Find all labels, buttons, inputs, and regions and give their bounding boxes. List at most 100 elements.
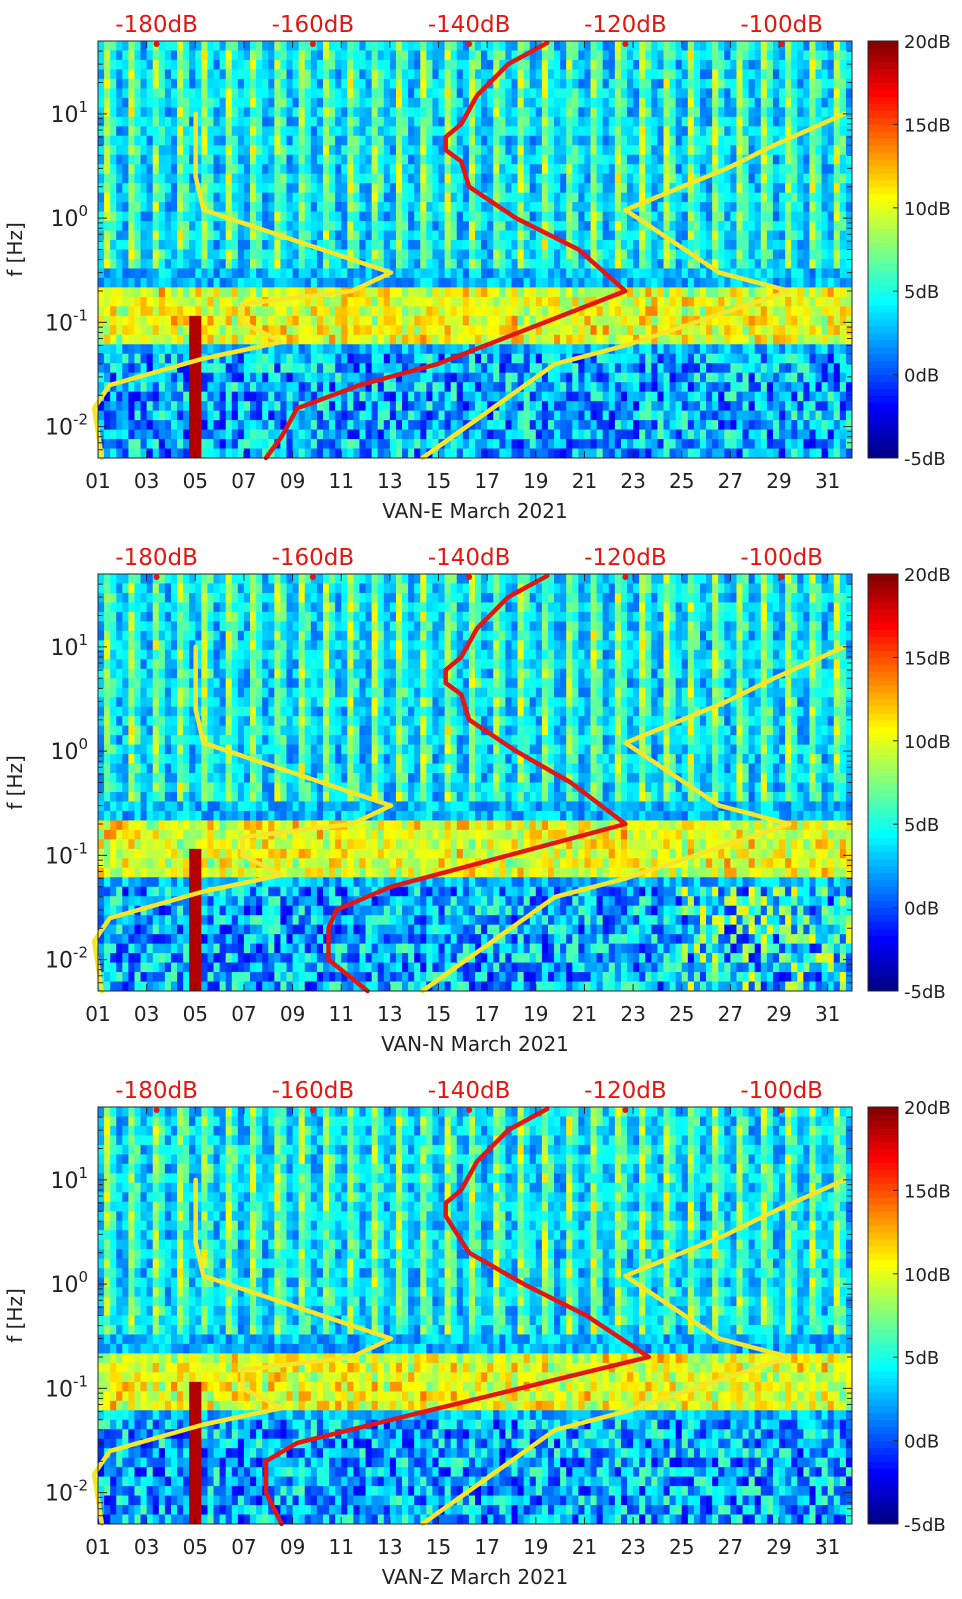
db-tick-mark	[309, 574, 316, 580]
db-tick-label: -120dB	[584, 545, 667, 571]
yellow-curve-2	[420, 111, 847, 461]
y-tick-label: 10-2	[45, 944, 88, 974]
colorbar-tick-label: 15dB	[904, 1181, 951, 1202]
x-tick-label: 13	[377, 1535, 402, 1559]
db-tick-label: -140dB	[428, 1078, 511, 1104]
yellow-curve-2	[420, 1177, 847, 1527]
colorbar-tick-label: 20dB	[904, 1098, 951, 1119]
x-tick-label: 29	[766, 469, 791, 493]
x-tick-label: 31	[815, 1002, 840, 1026]
x-tick-label: 07	[231, 1002, 256, 1026]
x-tick-label: 13	[377, 1002, 402, 1026]
db-tick-label: -160dB	[272, 545, 355, 571]
red-curve-0	[263, 1106, 652, 1527]
x-tick-label: 21	[572, 1535, 597, 1559]
x-tick-label: 13	[377, 469, 402, 493]
db-tick-label: -180dB	[115, 545, 198, 571]
x-tick-label: 17	[474, 469, 499, 493]
x-tick-label: 01	[85, 1535, 110, 1559]
db-tick-label: -120dB	[584, 1078, 667, 1104]
colorbar: 20dB 15dB 10dB 5dB 0dB -5dB	[867, 1098, 951, 1536]
x-tick-label: 17	[474, 1535, 499, 1559]
db-tick-mark	[622, 1107, 629, 1113]
x-axis: 01 03 05 07 09 11 13 15 17 19 21 23 25 27 29 31	[85, 574, 840, 1026]
y-axis: 10-2 10-1 100 101	[45, 1106, 852, 1525]
db-tick-label: -100dB	[740, 12, 823, 38]
colorbar-tick-label: 10dB	[904, 1265, 951, 1286]
db-tick-label: -160dB	[272, 1078, 355, 1104]
x-tick-label: 03	[134, 1535, 159, 1559]
x-axis-label: VAN-N March 2021	[381, 1032, 569, 1056]
spectrogram-panel-van-n: 01 03 05 07 09 11 13 15 17 19 21 23 25 27 29 31 VAN-N Ma…	[0, 533, 962, 1058]
colorbar-tick-label: 20dB	[904, 565, 951, 586]
db-tick-mark	[466, 574, 473, 580]
x-tick-label: 03	[134, 1002, 159, 1026]
y-axis: 10-2 10-1 100 101	[45, 573, 852, 992]
x-tick-label: 15	[426, 1002, 451, 1026]
yellow-curve-1	[91, 1177, 394, 1527]
y-tick-label: 10-1	[45, 1372, 88, 1402]
y-tick-label: 100	[50, 735, 88, 765]
y-tick-label: 100	[50, 1268, 88, 1298]
x-axis-label: VAN-Z March 2021	[382, 1565, 569, 1589]
y-axis-label: f [Hz]	[3, 755, 27, 810]
x-tick-label: 23	[620, 1535, 645, 1559]
yellow-curve-2	[420, 644, 847, 994]
y-tick-label: 10-2	[45, 411, 88, 441]
db-tick-mark	[778, 574, 785, 580]
x-tick-label: 31	[815, 469, 840, 493]
x-tick-label: 19	[523, 469, 548, 493]
x-tick-label: 23	[620, 1002, 645, 1026]
colorbar-tick-label: 15dB	[904, 115, 951, 136]
colorbar-tick-label: 20dB	[904, 32, 951, 53]
db-tick-label: -180dB	[115, 1078, 198, 1104]
x-axis: 01 03 05 07 09 11 13 15 17 19 21 23 25 27 29 31	[85, 41, 840, 493]
top-db-axis: -180dB -160dB -140dB -120dB -100dB	[115, 1078, 823, 1113]
spectrogram-image	[98, 41, 853, 459]
db-tick-mark	[622, 41, 629, 47]
spectrogram-panel-van-e: 01 03 05 07 09 11 13 15 17 19 21 23 25 27 29 31 VAN-E Ma…	[0, 0, 962, 525]
yellow-curve-1	[91, 111, 394, 461]
x-tick-label: 01	[85, 1002, 110, 1026]
x-tick-label: 15	[426, 1535, 451, 1559]
colorbar-tick-label: 10dB	[904, 732, 951, 753]
colorbar-tick-label: -5dB	[904, 982, 946, 1003]
x-tick-label: 09	[280, 469, 305, 493]
y-tick-label: 101	[50, 98, 88, 128]
db-tick-label: -160dB	[272, 12, 355, 38]
x-tick-label: 19	[523, 1002, 548, 1026]
db-tick-mark	[778, 41, 785, 47]
y-axis: 10-2 10-1 100 101	[45, 40, 852, 459]
db-tick-mark	[466, 1107, 473, 1113]
x-tick-label: 01	[85, 469, 110, 493]
colorbar-tick-label: -5dB	[904, 1515, 946, 1536]
x-tick-label: 05	[183, 1535, 208, 1559]
colorbar: 20dB 15dB 10dB 5dB 0dB -5dB	[867, 565, 951, 1003]
red-curve-0	[263, 40, 628, 461]
x-tick-label: 17	[474, 1002, 499, 1026]
x-tick-label: 11	[328, 1002, 353, 1026]
colorbar-tick-label: 0dB	[904, 366, 939, 387]
x-tick-label: 25	[669, 1535, 694, 1559]
db-tick-mark	[778, 1107, 785, 1113]
colorbar: 20dB 15dB 10dB 5dB 0dB -5dB	[867, 32, 951, 470]
colorbar-tick-label: 0dB	[904, 899, 939, 920]
db-tick-mark	[309, 41, 316, 47]
db-tick-mark	[309, 1107, 316, 1113]
x-tick-label: 15	[426, 469, 451, 493]
db-tick-mark	[622, 574, 629, 580]
spectrogram-panel-van-z: 01 03 05 07 09 11 13 15 17 19 21 23 25 27 29 31 VAN-Z Ma…	[0, 1066, 962, 1591]
x-tick-label: 25	[669, 1002, 694, 1026]
db-tick-mark	[153, 41, 160, 47]
x-tick-label: 21	[572, 469, 597, 493]
x-tick-label: 03	[134, 469, 159, 493]
spectrogram-image	[98, 1107, 853, 1525]
colorbar-tick-label: -5dB	[904, 449, 946, 470]
x-tick-label: 07	[231, 469, 256, 493]
x-tick-label: 27	[718, 469, 743, 493]
x-tick-label: 05	[183, 469, 208, 493]
x-axis-label: VAN-E March 2021	[382, 499, 567, 523]
spectrogram-chart-van-e: 01 03 05 07 09 11 13 15 17 19 21 23 25 27 29 31 VAN-E Ma…	[3, 12, 951, 523]
spectrogram-chart-van-n: 01 03 05 07 09 11 13 15 17 19 21 23 25 27 29 31 VAN-N Ma…	[3, 545, 951, 1056]
colorbar-tick-label: 10dB	[904, 199, 951, 220]
